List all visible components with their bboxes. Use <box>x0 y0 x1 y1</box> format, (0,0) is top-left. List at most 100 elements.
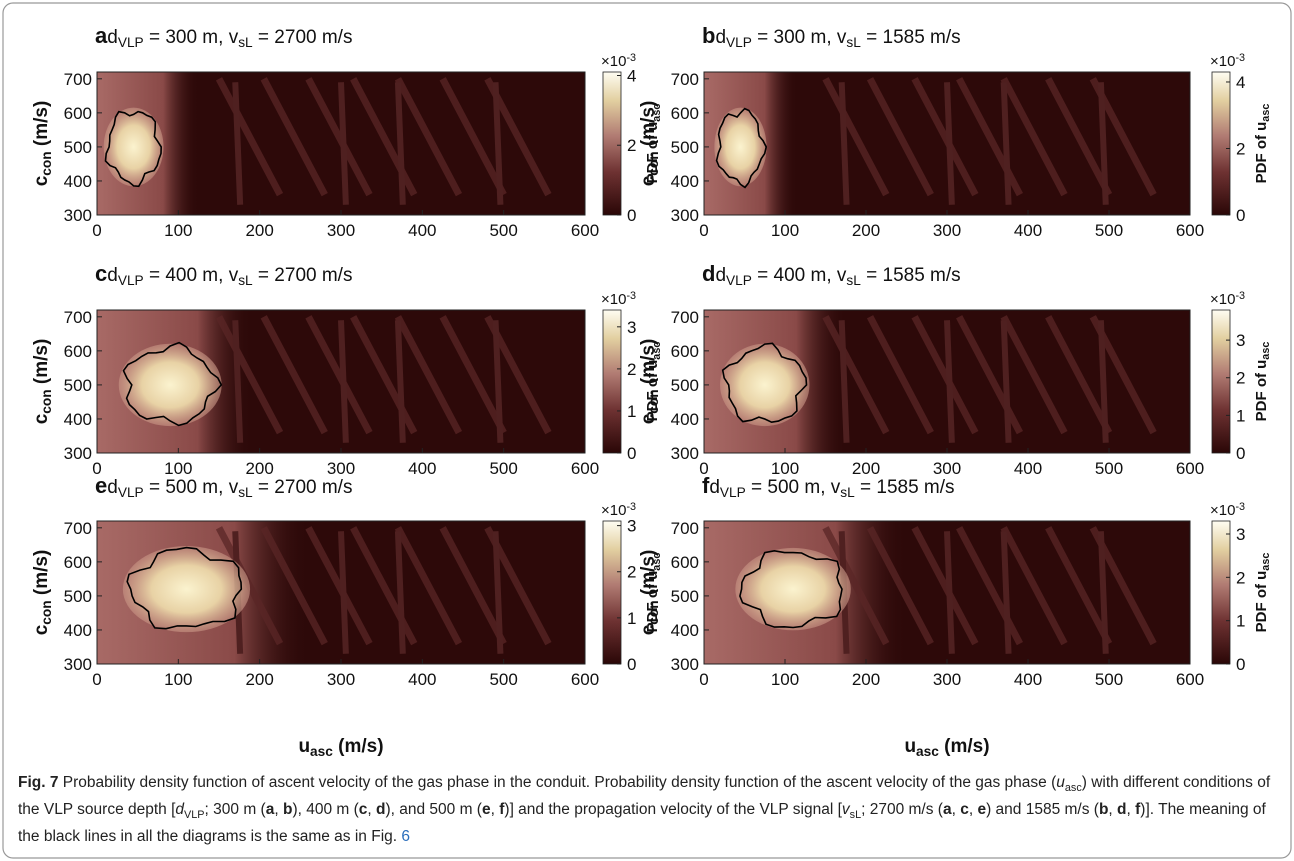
colorbar-tick-label: 1 <box>627 609 636 628</box>
colorbar-label: PDF of uasc <box>1253 104 1272 184</box>
heatmap-streak <box>260 315 328 435</box>
heatmap-streak <box>838 82 850 205</box>
heatmap-streak <box>944 531 955 654</box>
colorbar-scale-part: -3 <box>626 52 636 64</box>
colorbar-label: PDF of uasc <box>644 553 663 633</box>
heatmap-streak <box>1045 315 1113 435</box>
x-tick-label: 200 <box>245 459 273 478</box>
x-tick-label: 0 <box>92 221 101 240</box>
heatmap-streak <box>492 320 504 443</box>
y-tick-label: 400 <box>64 410 92 429</box>
panel-title-part: sL <box>238 273 253 288</box>
colorbar-tick-label: 3 <box>1236 331 1245 350</box>
colorbar-scale: ×10-3 <box>1210 52 1245 70</box>
y-tick-label: 400 <box>64 172 92 191</box>
panel-letter: e <box>95 473 107 498</box>
colorbar-scale-part: ×10 <box>1210 502 1235 519</box>
contour <box>721 342 808 424</box>
caption-run: e <box>977 801 987 819</box>
y-label: ccon (m/s) <box>638 550 661 636</box>
caption-run: b <box>1098 801 1109 819</box>
heatmap-streak <box>1097 82 1109 205</box>
x-label-part: asc <box>916 744 939 759</box>
x-tick-label: 600 <box>1176 221 1204 240</box>
caption-run: b <box>282 801 293 819</box>
y-tick-label: 500 <box>64 587 92 606</box>
y-label-part: (m/s) <box>638 550 659 601</box>
y-tick-label: 300 <box>64 206 92 225</box>
x-tick-label: 100 <box>164 459 192 478</box>
colorbar-scale: ×10-3 <box>1210 290 1245 308</box>
heatmap-streak <box>215 315 284 435</box>
heatmap-streak <box>305 526 373 646</box>
y-label-part: con <box>646 151 661 175</box>
x-tick-label: 400 <box>408 670 436 689</box>
heatmap-streak <box>911 526 979 646</box>
caption-run: f <box>1135 801 1141 819</box>
y-tick-label: 500 <box>64 376 92 395</box>
colorbar-scale: ×10-3 <box>1210 501 1245 519</box>
caption-run: Probability density function of ascent v… <box>58 774 1057 791</box>
heatmap-peak <box>118 343 222 427</box>
y-label-part: c <box>638 175 659 186</box>
heatmap-streak <box>1000 77 1068 197</box>
x-tick-label: 300 <box>933 670 961 689</box>
colorbar-tick-label: 4 <box>1236 73 1245 92</box>
contour <box>126 546 243 630</box>
x-tick-label: 600 <box>1176 670 1204 689</box>
caption-run: ), and 500 m ( <box>385 801 482 819</box>
caption-run: ; 2700 m/s ( <box>861 801 943 819</box>
panel-title-part: = 1585 m/s <box>855 477 955 498</box>
caption-run: d <box>376 801 386 819</box>
caption-run: a <box>265 801 275 819</box>
caption-run: Fig. 7 <box>18 774 59 791</box>
caption-run: u <box>1056 774 1065 791</box>
panel-title-part: sL <box>846 35 861 50</box>
x-tick-label: 100 <box>164 221 192 240</box>
y-tick-label: 600 <box>64 553 92 572</box>
panel-title-part: sL <box>238 485 253 500</box>
colorbar-label-part: PDF of u <box>1253 360 1270 422</box>
panel-letter: b <box>702 23 715 48</box>
panel-title-part: sL <box>238 35 253 50</box>
caption-run: )] and the propagation velocity of the V… <box>504 801 842 819</box>
contour <box>739 549 843 629</box>
x-tick-label: 0 <box>92 459 101 478</box>
heatmap-streak <box>305 77 373 197</box>
colorbar <box>1211 309 1231 454</box>
panel-title-part: VLP <box>726 35 752 50</box>
caption-run: )]. The meaning of the black lines in al… <box>18 801 1266 846</box>
heatmap-streak <box>260 526 328 646</box>
caption-run: ) with different conditions of the VLP s… <box>18 774 1271 819</box>
x-tick-label: 300 <box>327 221 355 240</box>
panel-title-part: sL <box>840 485 855 500</box>
y-tick-label: 400 <box>671 172 699 191</box>
y-label-part: (m/s) <box>638 101 659 152</box>
x-tick-label: 300 <box>327 459 355 478</box>
x-tick-label: 200 <box>245 670 273 689</box>
y-tick-label: 700 <box>671 308 699 327</box>
colorbar-scale-part: ×10 <box>1210 291 1235 308</box>
heatmap-streak <box>944 82 955 205</box>
y-tick-label: 500 <box>671 376 699 395</box>
x-tick-label: 0 <box>699 221 708 240</box>
caption-run: , <box>1126 801 1136 819</box>
y-tick-label: 700 <box>671 519 699 538</box>
colorbar-scale-part: -3 <box>1235 290 1245 302</box>
panel-title-part: = 2700 m/s <box>253 27 353 48</box>
heatmap-streak <box>394 77 463 197</box>
panel-title-part: d <box>107 27 118 48</box>
caption-run[interactable]: 6 <box>401 828 411 846</box>
colorbar-label-part: asc <box>651 342 663 360</box>
panel-title: adVLP = 300 m, vsL = 2700 m/s <box>95 23 352 50</box>
caption: Fig. 7 Probability density function of a… <box>18 772 1274 848</box>
colorbar-scale-part: -3 <box>1235 52 1245 64</box>
heatmap-streak <box>232 320 244 443</box>
x-tick-label: 0 <box>699 459 708 478</box>
y-label-part: (m/s) <box>31 550 52 601</box>
x-label-part: (m/s) <box>939 736 990 757</box>
panel-letter: c <box>95 261 107 286</box>
heatmap-streak <box>838 320 850 443</box>
colorbar-scale: ×10-3 <box>601 501 636 519</box>
